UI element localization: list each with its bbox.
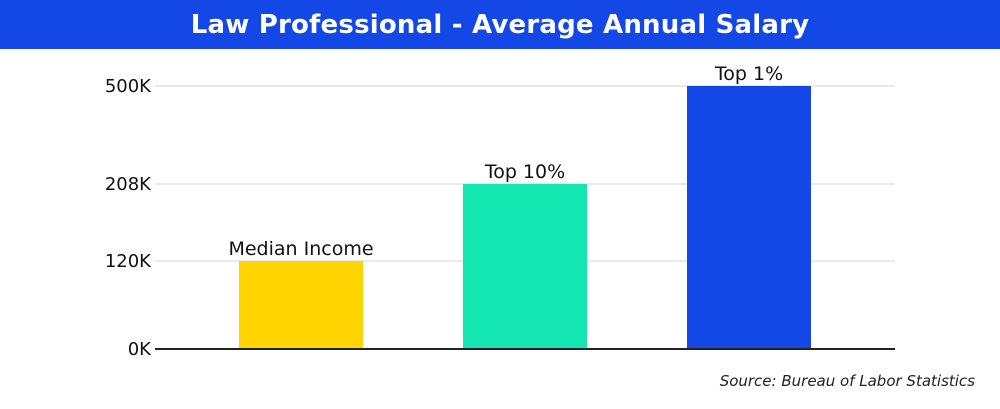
bar-chart: 0K 120K 208K 500K Median Income Top 10% Top 1… xyxy=(105,63,895,360)
title-bar: Law Professional - Average Annual Salary xyxy=(0,0,1000,49)
bars xyxy=(239,86,811,349)
chart-title: Law Professional - Average Annual Salary xyxy=(190,9,810,40)
bar-label-1: Median Income xyxy=(228,238,373,260)
y-tick-label: 500K xyxy=(105,76,152,97)
y-tick-label: 0K xyxy=(128,339,152,360)
bar-label-3: Top 1% xyxy=(714,63,783,85)
bar-2 xyxy=(463,184,587,349)
bar-3 xyxy=(687,86,811,349)
source-note: Source: Bureau of Labor Statistics xyxy=(719,372,975,390)
y-tick-label: 120K xyxy=(105,251,152,272)
y-tick-label: 208K xyxy=(105,174,152,195)
bar-label-2: Top 10% xyxy=(484,161,565,183)
y-axis-ticks: 0K 120K 208K 500K xyxy=(105,76,152,360)
bar-1 xyxy=(239,261,363,349)
bar-labels: Median Income Top 10% Top 1% xyxy=(228,63,783,260)
